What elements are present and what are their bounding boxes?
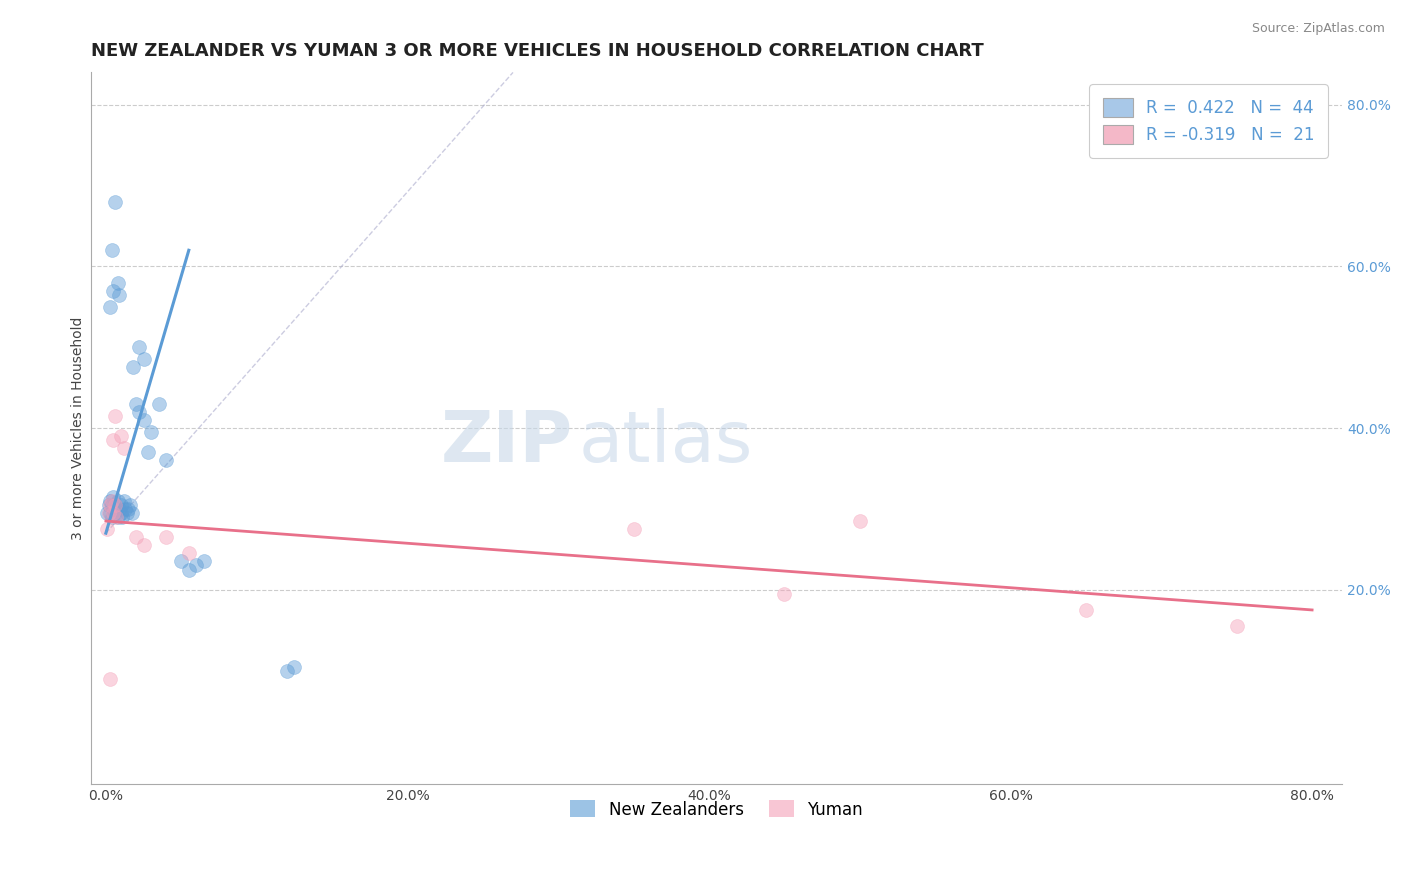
Legend: New Zealanders, Yuman: New Zealanders, Yuman: [564, 794, 869, 825]
Point: [104, 498, 127, 512]
Text: atlas: atlas: [579, 408, 754, 477]
Point: [104, 194, 127, 209]
Point: [104, 409, 127, 423]
Point: [96, 522, 118, 536]
Point: [1226, 619, 1249, 633]
Point: [111, 510, 134, 524]
Point: [148, 397, 170, 411]
Point: [97, 498, 120, 512]
Point: [101, 510, 124, 524]
Point: [623, 522, 645, 536]
Point: [105, 510, 128, 524]
Point: [112, 442, 135, 456]
Point: [100, 300, 122, 314]
Point: [121, 506, 143, 520]
Point: [100, 493, 122, 508]
Point: [107, 493, 129, 508]
Point: [125, 397, 148, 411]
Point: [155, 530, 177, 544]
Point: [103, 434, 125, 448]
Point: [155, 453, 177, 467]
Point: [107, 276, 129, 290]
Point: [108, 287, 131, 301]
Point: [132, 538, 155, 552]
Point: [125, 530, 148, 544]
Point: [1074, 603, 1097, 617]
Y-axis label: 3 or more Vehicles in Household: 3 or more Vehicles in Household: [72, 317, 86, 540]
Point: [103, 502, 125, 516]
Point: [193, 554, 215, 568]
Point: [122, 360, 145, 375]
Point: [104, 506, 127, 520]
Point: [110, 498, 132, 512]
Point: [114, 502, 136, 516]
Point: [101, 493, 124, 508]
Point: [96, 506, 118, 520]
Point: [103, 284, 125, 298]
Point: [283, 659, 305, 673]
Point: [97, 506, 120, 520]
Text: Source: ZipAtlas.com: Source: ZipAtlas.com: [1251, 22, 1385, 36]
Point: [170, 554, 193, 568]
Point: [107, 510, 129, 524]
Point: [103, 506, 125, 520]
Text: ZIP: ZIP: [440, 408, 572, 477]
Point: [115, 506, 138, 520]
Point: [103, 490, 125, 504]
Point: [177, 562, 200, 576]
Point: [101, 498, 124, 512]
Point: [139, 425, 162, 439]
Point: [186, 558, 208, 573]
Point: [100, 498, 122, 512]
Point: [110, 429, 132, 443]
Point: [112, 493, 135, 508]
Point: [128, 340, 150, 354]
Point: [100, 672, 122, 686]
Point: [105, 502, 128, 516]
Point: [118, 498, 141, 512]
Point: [276, 664, 298, 678]
Point: [100, 506, 122, 520]
Point: [177, 546, 200, 560]
Point: [773, 587, 796, 601]
Point: [132, 352, 155, 367]
Point: [110, 506, 132, 520]
Point: [104, 498, 127, 512]
Point: [128, 405, 150, 419]
Text: NEW ZEALANDER VS YUMAN 3 OR MORE VEHICLES IN HOUSEHOLD CORRELATION CHART: NEW ZEALANDER VS YUMAN 3 OR MORE VEHICLE…: [91, 42, 984, 60]
Point: [132, 413, 155, 427]
Point: [101, 244, 124, 258]
Point: [849, 514, 872, 528]
Point: [108, 502, 131, 516]
Point: [117, 502, 139, 516]
Point: [136, 445, 159, 459]
